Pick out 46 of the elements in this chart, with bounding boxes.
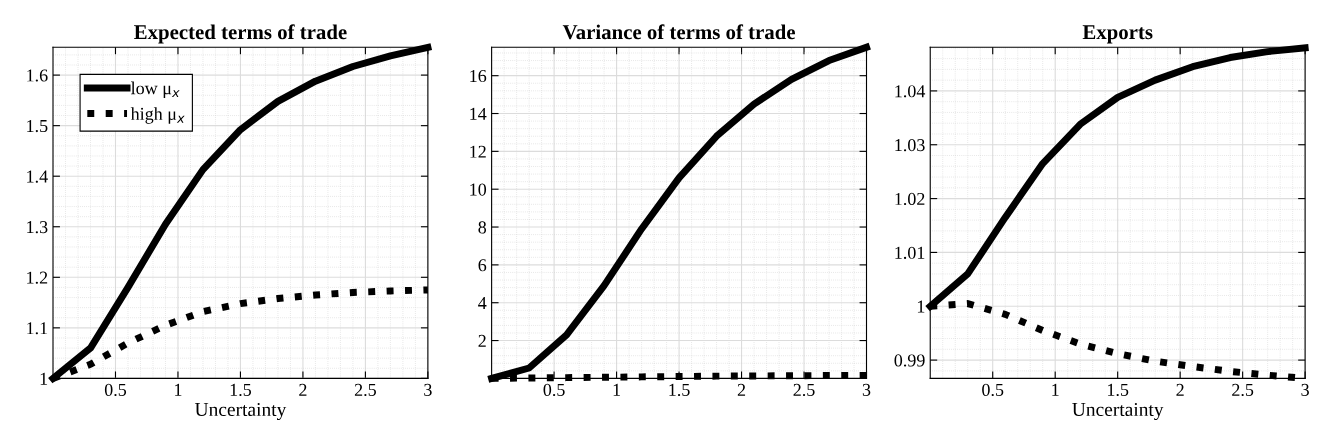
- x-tick-label: 2.5: [793, 383, 815, 397]
- y-tick-label: 2: [478, 334, 486, 347]
- x-tick-label: 2: [299, 383, 307, 396]
- y-tick-label: 10: [470, 183, 487, 196]
- chart-title: Variance of terms of trade: [562, 24, 795, 40]
- x-tick-label: 1.5: [230, 383, 252, 397]
- y-tick-label: 0.99: [894, 354, 925, 367]
- y-tick-label: 4: [478, 297, 487, 309]
- y-tick-label: 1: [40, 372, 48, 385]
- x-tick-label: 3: [1301, 383, 1309, 396]
- x-tick-label: 2.5: [1232, 383, 1254, 397]
- x-tick-label: 3: [862, 383, 871, 396]
- x-tick-label: 1.5: [669, 383, 690, 397]
- y-tick-label: 16: [470, 69, 487, 83]
- x-tick-label: 2: [737, 383, 746, 396]
- y-tick-label: 1.1: [27, 322, 48, 335]
- y-tick-label: 1.04: [895, 85, 926, 98]
- y-tick-label: 1.03: [895, 139, 925, 152]
- x-tick-label: 2: [1176, 383, 1184, 396]
- x-tick-label: 0.5: [982, 383, 1004, 397]
- y-tick-label: 1.5: [27, 120, 48, 133]
- y-tick-label: 1.6: [27, 69, 48, 82]
- y-tick-label: 1: [917, 300, 925, 313]
- y-tick-label: 6: [478, 259, 487, 272]
- x-tick-label: 1: [175, 383, 182, 396]
- y-tick-label: 1.4: [27, 170, 48, 183]
- y-tick-label: 1.2: [27, 271, 48, 284]
- x-tick-label: 1: [613, 383, 621, 396]
- legend-label: high μ$_{x}$: [130, 107, 185, 124]
- y-tick-label: 12: [470, 145, 486, 158]
- y-tick-label: 1.02: [895, 192, 925, 206]
- x-tick-label: 0.5: [543, 383, 565, 397]
- x-axis-title: Uncertainty: [1072, 402, 1164, 421]
- x-tick-label: 0.5: [104, 383, 127, 397]
- y-tick-label: 14: [470, 107, 487, 120]
- x-axis-title: Uncertainty: [194, 402, 287, 421]
- legend-label: low μ$_{x}$: [131, 81, 180, 98]
- x-tick-label: 3: [424, 383, 432, 396]
- x-tick-label: 2.5: [354, 383, 376, 397]
- y-tick-label: 1.01: [895, 246, 925, 259]
- y-tick-label: 8: [478, 221, 487, 234]
- chart-title: Expected terms of trade: [134, 24, 347, 44]
- x-tick-label: 1.5: [1107, 383, 1129, 397]
- x-tick-label: 1: [1052, 383, 1059, 396]
- chart-title: Exports: [1082, 25, 1153, 44]
- y-tick-label: 1.3: [27, 221, 48, 234]
